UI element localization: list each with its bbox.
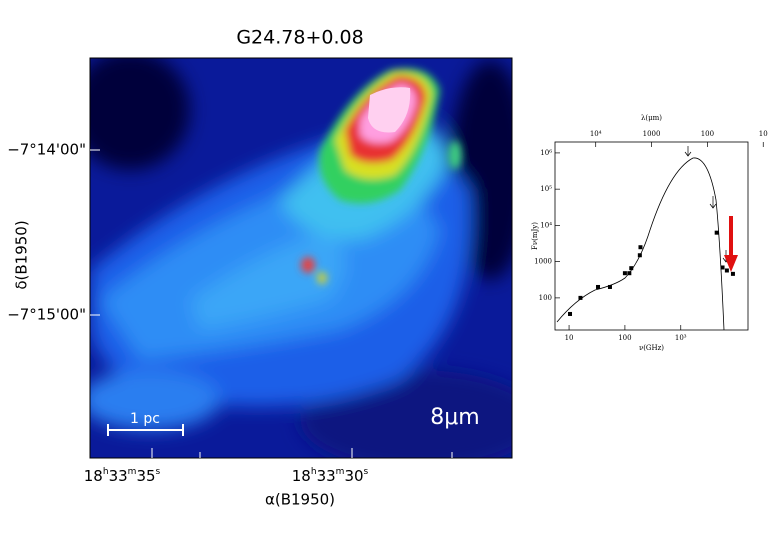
infrared-image: [90, 58, 512, 458]
y-tick-label: 100: [539, 294, 552, 302]
y-tick-label: −7°15'00": [7, 306, 86, 324]
x-tick-label: 100: [618, 334, 631, 342]
x-tick-part: 33: [317, 467, 336, 485]
band-label: 8μm: [430, 405, 479, 430]
data-point: [622, 271, 627, 276]
x-tick-label: 10³: [675, 334, 687, 342]
sed-plot: 10 100 10³ 10⁴ 1000 100 10 100 1000 10⁴ 10⁵ 10⁶ ν(GH…: [531, 114, 768, 352]
x-tick-part: s: [364, 467, 369, 477]
x2-tick-label: 1000: [643, 130, 661, 138]
data-point: [724, 268, 729, 273]
data-point: [638, 245, 643, 250]
data-point: [629, 266, 634, 271]
y-tick-label: 10⁵: [540, 185, 552, 193]
data-point: [637, 253, 642, 258]
x-tick-part: 33: [109, 467, 128, 485]
x-tick-part: 35: [136, 467, 155, 485]
x-tick-part: 18: [292, 467, 311, 485]
data-point: [596, 284, 601, 289]
x-tick-label: 18h33m30s: [292, 467, 369, 485]
y-tick-label: 10⁴: [540, 221, 552, 229]
y-tick-label: 10⁶: [540, 149, 552, 157]
data-point: [607, 284, 612, 289]
upper-limit-arrows: [684, 146, 730, 263]
scale-bar-label: 1 pc: [130, 411, 160, 427]
x-tick-part: s: [156, 467, 161, 477]
y-tick-label: 1000: [534, 258, 552, 266]
data-point: [714, 230, 719, 235]
y-tick-label: −7°14'00": [7, 141, 86, 159]
x-axis-label: α(B1950): [265, 491, 335, 509]
model-curve: [556, 157, 725, 331]
x2-tick-label: 10⁴: [590, 130, 602, 138]
x-tick-part: h: [311, 467, 317, 477]
data-point: [720, 265, 725, 270]
x-tick-part: 30: [344, 467, 363, 485]
image-title: G24.78+0.08: [236, 27, 363, 49]
data-point: [568, 311, 573, 316]
highlight-arrow-head: [724, 255, 738, 272]
x-axis-label: ν(GHz): [639, 344, 664, 352]
data-point: [627, 271, 632, 276]
x2-tick-label: 10: [759, 130, 768, 138]
x-tick-label: 10: [565, 334, 574, 342]
x-tick-part: h: [103, 467, 109, 477]
x-tick-label: 18h33m35s: [84, 467, 161, 485]
x2-axis-label: λ(μm): [641, 114, 662, 122]
y-axis-label: δ(B1950): [13, 220, 31, 289]
x-tick-part: m: [336, 467, 345, 477]
y-axis-label: Fν(mJy): [531, 222, 539, 250]
frame-ticks: [90, 149, 453, 458]
data-point: [578, 295, 583, 300]
x-tick-part: m: [128, 467, 137, 477]
data-point: [730, 271, 735, 276]
x-tick-part: 18: [84, 467, 103, 485]
image-frame: [89, 57, 513, 459]
x2-tick-label: 100: [701, 130, 714, 138]
